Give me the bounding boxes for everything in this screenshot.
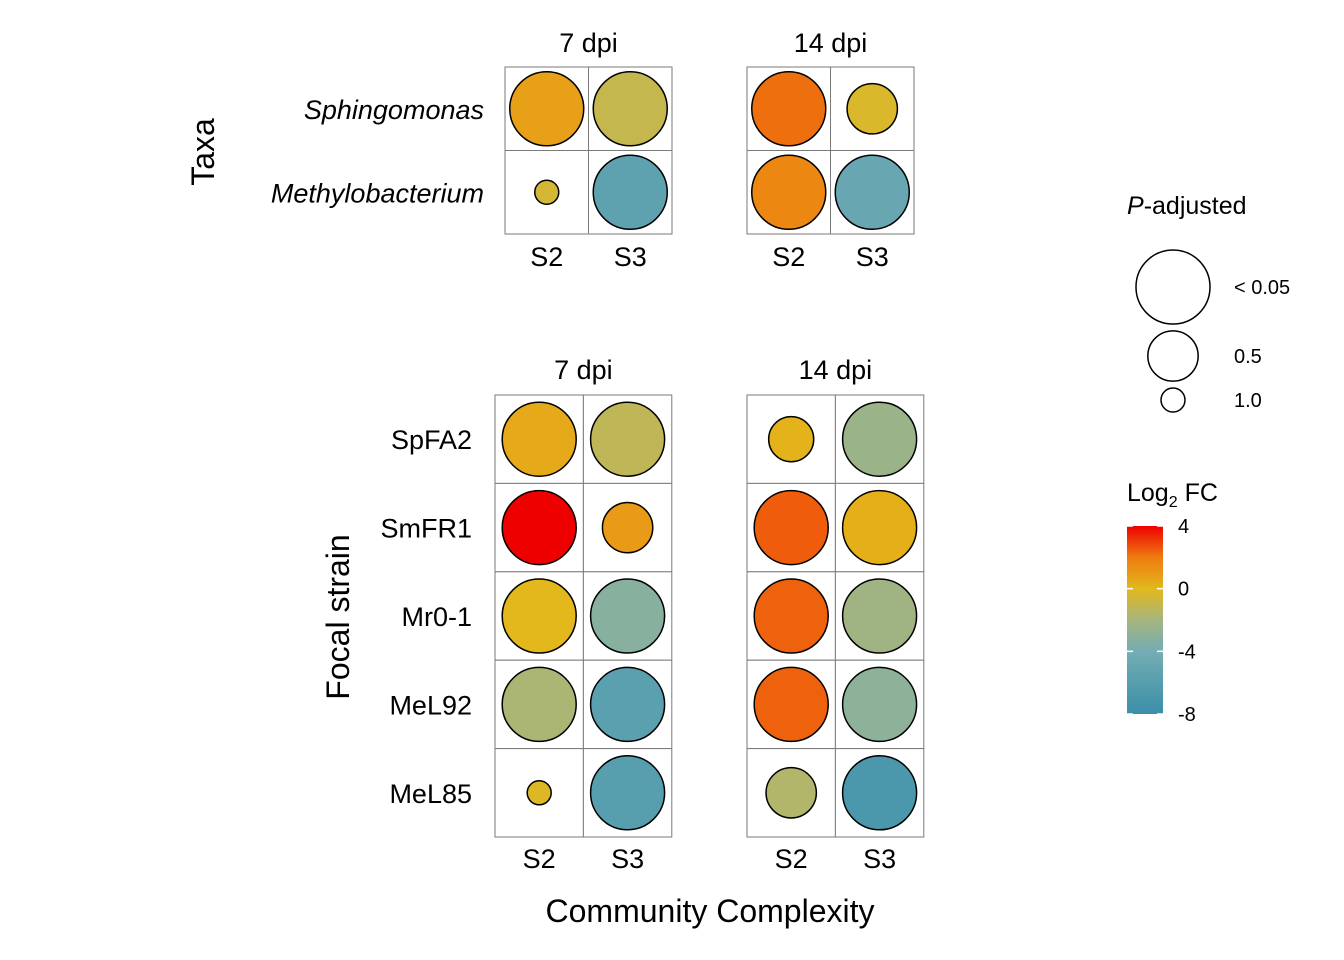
bubble-point [501,666,577,743]
row-label: Methylobacterium [271,178,484,208]
row-label: SmFR1 [380,514,472,544]
size-legend-key [1135,249,1211,325]
column-tick-label: S2 [772,242,805,272]
bubble-point [592,71,668,147]
facet-panel: 7 dpi S2 S3 [494,355,673,874]
bubble-point [841,755,918,831]
bubble-point [509,71,585,147]
facet-panel: 14 dpi S2 S3 [746,355,925,874]
color-tick-label: -4 [1178,641,1196,663]
bubble-point [526,780,552,806]
bubble-point [589,666,666,743]
bottom-y-axis-title: Focal strain [320,534,356,699]
facet-title: 7 dpi [554,355,613,385]
bubble-point [753,578,829,654]
bubble-point [501,489,577,566]
column-tick-label: S2 [775,844,808,874]
bubble-point [765,766,818,819]
column-tick-label: S2 [523,844,556,874]
size-legend-key [1147,330,1199,382]
color-legend-title-rest: FC [1178,479,1218,507]
color-legend-title: Log2 FC [1127,479,1218,511]
bubble-point [534,179,560,205]
top-y-axis-title: Taxa [185,118,221,186]
bubble-point [841,578,918,654]
row-label: Mr0-1 [401,602,472,632]
color-legend-title-main: Log [1127,479,1169,507]
bubble-point [501,401,577,477]
row-label: Sphingomonas [304,95,484,125]
color-tick-label: -8 [1178,704,1196,726]
size-legend-title-rest: -adjusted [1144,192,1247,220]
legend: P-adjusted < 0.05 0.5 1.0 Log2 FC 4 0 -4 -8 [1127,192,1290,726]
bubble-point [589,401,666,477]
bubble-point [753,489,829,566]
column-tick-label: S3 [856,242,889,272]
row-label: SpFA2 [391,425,472,455]
bubble-point [592,154,668,230]
bubble-point [751,154,827,230]
size-legend: < 0.05 0.5 1.0 [1135,249,1290,413]
bubble-point [601,501,654,554]
row-label: MeL85 [389,779,472,809]
color-bar [1127,526,1163,714]
bubble-point [841,401,918,477]
color-tick-label: 0 [1178,579,1189,601]
column-tick-label: S3 [611,844,644,874]
bubble-point [753,666,829,743]
bubble-point [751,71,827,147]
row-label: MeL92 [389,690,472,720]
size-legend-title-italic: P [1127,192,1144,220]
column-tick-label: S3 [614,242,647,272]
color-tick-label: 4 [1178,516,1189,538]
bubble-point [501,578,577,654]
facet-panel: 7 dpi S2 S3 [504,28,673,272]
facet-title: 14 dpi [794,28,868,58]
column-tick-label: S3 [863,844,896,874]
facet-title: 7 dpi [559,28,618,58]
bubble-point [841,489,918,566]
size-legend-label: 1.0 [1234,390,1262,412]
bubble-point [589,578,666,654]
facet-title: 14 dpi [799,355,873,385]
facet-panel: 14 dpi S2 S3 [746,28,915,272]
size-legend-key [1160,387,1186,413]
bubble-point [589,755,666,831]
x-axis-title: Community Complexity [546,893,875,929]
bubble-point [767,415,815,463]
size-legend-title: P-adjusted [1127,192,1247,220]
column-tick-label: S2 [530,242,563,272]
bubble-point [846,82,899,135]
bubble-point [841,666,918,743]
size-legend-label: 0.5 [1234,346,1262,368]
color-bar-ticks: 4 0 -4 -8 [1127,516,1196,726]
size-legend-label: < 0.05 [1234,277,1290,299]
color-legend-title-sub: 2 [1169,494,1178,511]
bubble-point [834,154,910,230]
